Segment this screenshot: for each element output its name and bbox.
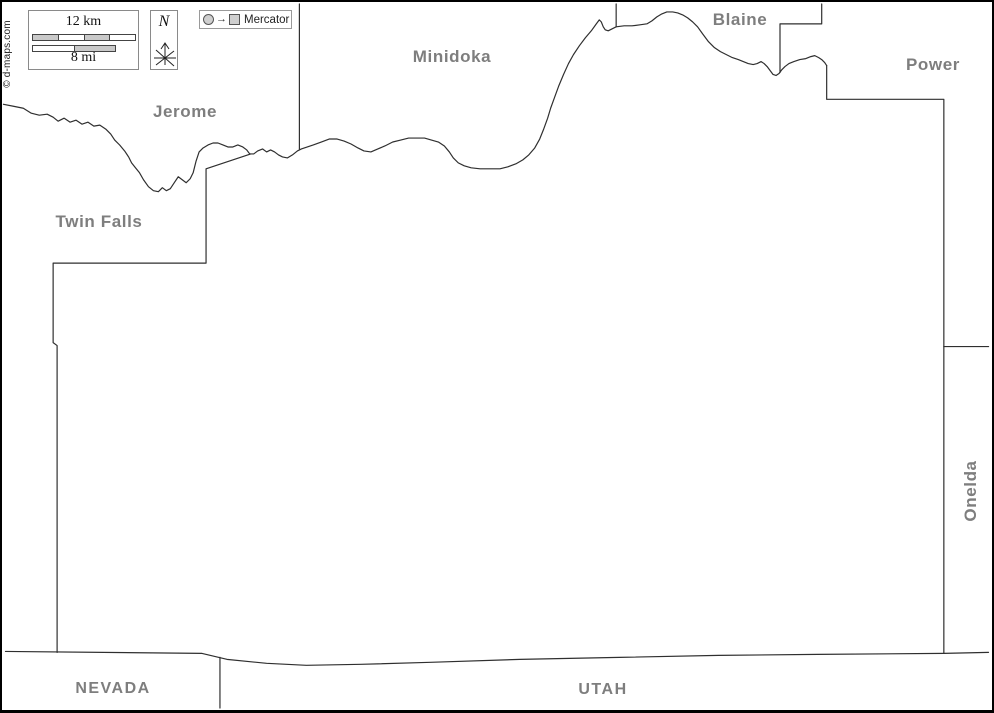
scale-segment bbox=[83, 35, 110, 40]
label-minidoka: Minidoka bbox=[412, 47, 492, 66]
scale-segment bbox=[33, 35, 58, 40]
scale-bar-panel: 12 km 8 mi bbox=[28, 10, 139, 70]
north-letter: N bbox=[158, 13, 170, 30]
projected-square-icon bbox=[229, 14, 240, 25]
arrow-right-icon: → bbox=[216, 13, 227, 25]
scale-mi-label: 8 mi bbox=[70, 50, 97, 65]
blaine-power-step bbox=[779, 3, 823, 74]
scale-segment bbox=[33, 46, 74, 51]
scale-segment bbox=[57, 35, 84, 40]
label-twin-falls: Twin Falls bbox=[55, 212, 143, 231]
label-power: Power bbox=[905, 55, 961, 74]
north-indicator-panel: N bbox=[150, 10, 178, 70]
compass-star-icon bbox=[154, 42, 176, 67]
scale-segment bbox=[73, 46, 115, 51]
state-line bbox=[4, 650, 990, 666]
label-blaine: Blaine bbox=[712, 10, 768, 29]
scale-bar-km bbox=[32, 34, 136, 41]
label-utah: UTAH bbox=[578, 681, 628, 698]
twin-falls-border bbox=[52, 153, 252, 654]
east-border bbox=[826, 64, 945, 654]
label-nevada: NEVADA bbox=[75, 680, 151, 697]
projection-name: Mercator bbox=[244, 13, 290, 26]
scale-bar-mi bbox=[32, 45, 116, 52]
projection-legend: → Mercator bbox=[199, 10, 292, 29]
river-north-border bbox=[2, 11, 828, 193]
globe-circle-icon bbox=[203, 14, 214, 25]
scale-km-label: 12 km bbox=[65, 14, 102, 29]
scale-segment bbox=[109, 35, 135, 40]
label-jerome: Jerome bbox=[152, 102, 218, 121]
label-oneida: Onelda bbox=[961, 460, 980, 522]
copyright-text: © d-maps.com bbox=[2, 20, 13, 88]
